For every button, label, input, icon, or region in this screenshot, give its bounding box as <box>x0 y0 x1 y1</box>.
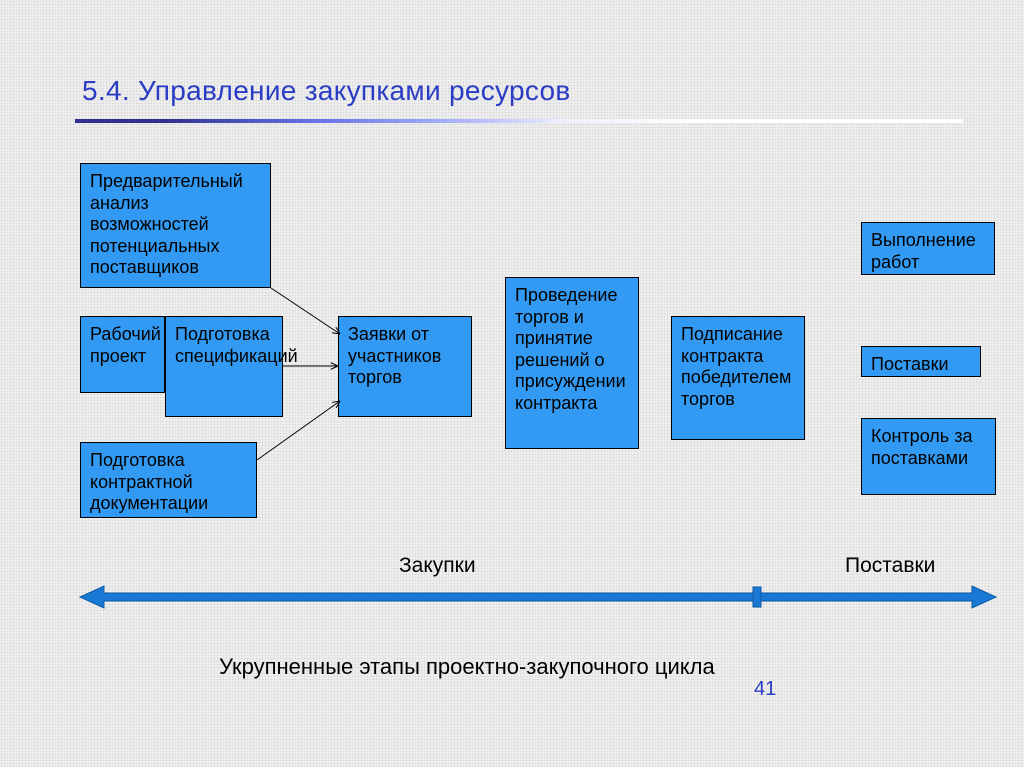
box-analysis: Предварительный анализ возможностей поте… <box>80 163 271 288</box>
box-project: Рабочий проект <box>80 316 165 393</box>
slide-title: 5.4. Управление закупками ресурсов <box>82 75 571 107</box>
caption: Укрупненные этапы проектно-закупочного ц… <box>219 654 715 680</box>
box-tender: Проведение торгов и принятие решений о п… <box>505 277 639 449</box>
box-specs: Подготовка спецификаций <box>165 316 283 417</box>
title-underline <box>75 119 963 123</box>
box-signing: Подписание контракта победителем торгов <box>671 316 805 440</box>
box-execution: Выполнение работ <box>861 222 995 275</box>
box-bids: Заявки от участников торгов <box>338 316 472 417</box>
box-deliveries: Поставки <box>861 346 981 377</box>
slide: 5.4. Управление закупками ресурсов Предв… <box>0 0 1024 767</box>
page-number: 41 <box>754 678 776 701</box>
box-contract-docs: Подготовка контрактной документации <box>80 442 257 518</box>
timeline-label-right: Поставки <box>845 554 935 578</box>
box-control: Контроль за поставками <box>861 418 996 495</box>
timeline-label-left: Закупки <box>399 554 476 578</box>
